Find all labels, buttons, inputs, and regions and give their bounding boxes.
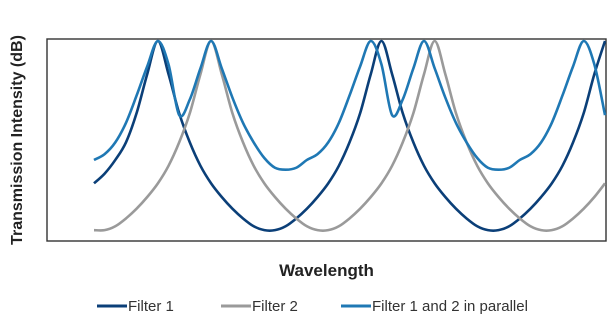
plot-area-frame (46, 38, 607, 242)
x-axis-title: Wavelength (279, 261, 374, 280)
y-axis-title: Transmission Intensity (dB) (9, 35, 26, 245)
legend-label-2: Filter 2 (252, 298, 298, 315)
series-filter-2-line (93, 39, 607, 232)
legend: Filter 1 Filter 2 Filter 1 and 2 in parall… (97, 298, 528, 315)
series-filter-1-and-2-parallel-line (93, 39, 607, 171)
series-layer (93, 39, 607, 232)
legend-label-1: Filter 1 (128, 298, 174, 315)
legend-label-3: Filter 1 and 2 in parallel (372, 298, 528, 315)
